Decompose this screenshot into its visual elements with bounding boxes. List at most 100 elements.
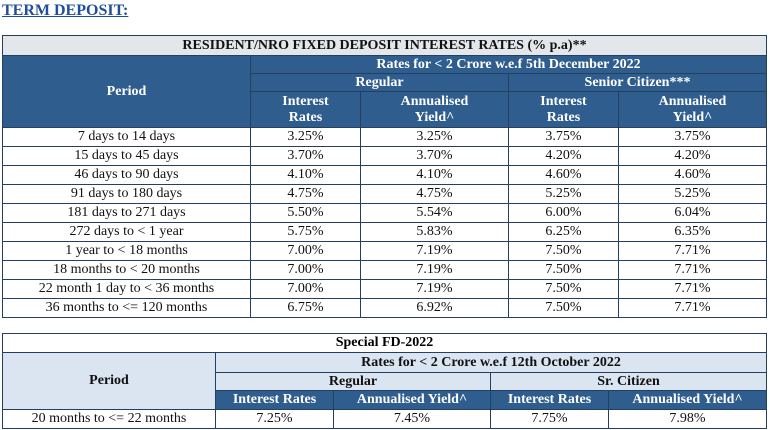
rate-cell: 7.71% bbox=[618, 298, 767, 318]
group-header: Senior Citizen*** bbox=[508, 73, 767, 92]
rate-cell: 4.75% bbox=[250, 184, 361, 204]
data-row: 46 days to 90 days 4.10% 4.10% 4.60% 4.60% bbox=[2, 165, 767, 185]
table-title: RESIDENT/NRO FIXED DEPOSIT INTEREST RATE… bbox=[2, 35, 767, 56]
subheader-cell: Annualised Yield^ bbox=[618, 91, 767, 128]
period-cell: 1 year to < 18 months bbox=[2, 241, 251, 261]
rate-cell: 5.75% bbox=[250, 222, 361, 242]
rate-cell: 5.83% bbox=[360, 222, 509, 242]
subheader-cell: Annualised Yield^ bbox=[607, 390, 768, 410]
period-cell: 22 month 1 day to < 36 months bbox=[2, 279, 251, 299]
rate-cell: 7.19% bbox=[360, 241, 509, 261]
rate-cell: 7.00% bbox=[250, 279, 361, 299]
subheader: Interest Rates bbox=[232, 392, 317, 407]
special-fd-table: Special FD-2022 Period Rates for < 2 Crore… bbox=[1, 333, 768, 429]
subheader-cell: Interest Rates bbox=[250, 91, 361, 128]
subheader-cell: Interest Rates bbox=[490, 390, 609, 410]
data-row: 18 months to < 20 months 7.00% 7.19% 7.50% 7… bbox=[2, 260, 767, 280]
title-row: RESIDENT/NRO FIXED DEPOSIT INTEREST RATE… bbox=[2, 35, 767, 56]
subheader: Annualised Yield^ bbox=[632, 392, 743, 407]
group-header: Regular bbox=[250, 73, 509, 92]
period-cell: 91 days to 180 days bbox=[2, 184, 251, 204]
subheader-cell: Annualised Yield^ bbox=[333, 390, 491, 410]
rate-cell: 7.00% bbox=[250, 260, 361, 280]
rate-cell: 4.60% bbox=[618, 165, 767, 185]
rate-cell: 3.25% bbox=[250, 127, 361, 147]
subheader-cell: Interest Rates bbox=[215, 390, 334, 410]
rate-cell: 7.25% bbox=[215, 409, 334, 429]
data-row: 181 days to 271 days 5.50% 5.54% 6.00% 6.04% bbox=[2, 203, 767, 223]
rate-cell: 6.35% bbox=[618, 222, 767, 242]
data-row: 272 days to < 1 year 5.75% 5.83% 6.25% 6.35% bbox=[2, 222, 767, 242]
period-cell: 20 months to <= 22 months bbox=[2, 409, 216, 429]
period-cell: 46 days to 90 days bbox=[2, 165, 251, 185]
rate-cell: 7.75% bbox=[490, 409, 609, 429]
rate-cell: 3.75% bbox=[508, 127, 619, 147]
rate-cell: 7.45% bbox=[333, 409, 491, 429]
rate-cell: 7.19% bbox=[360, 260, 509, 280]
subheader: Interest Rates bbox=[282, 93, 329, 125]
rate-cell: 6.92% bbox=[360, 298, 509, 318]
rate-cell: 5.25% bbox=[618, 184, 767, 204]
data-row: 22 month 1 day to < 36 months 7.00% 7.19% 7… bbox=[2, 279, 767, 299]
period-header: Period bbox=[2, 352, 216, 410]
rate-cell: 6.00% bbox=[508, 203, 619, 223]
table-title: Special FD-2022 bbox=[1, 333, 768, 353]
title-row: Special FD-2022 bbox=[1, 333, 768, 353]
rate-cell: 4.75% bbox=[360, 184, 509, 204]
rate-cell: 7.50% bbox=[508, 279, 619, 299]
data-row: 7 days to 14 days 3.25% 3.25% 3.75% 3.75% bbox=[2, 127, 767, 147]
group-header: Regular bbox=[215, 372, 491, 391]
rates-row: Period Rates for < 2 Crore w.e.f 5th Dece… bbox=[2, 55, 767, 128]
rate-cell: 4.10% bbox=[250, 165, 361, 185]
subheader-cell: Annualised Yield^ bbox=[360, 91, 509, 128]
subheader: Annualised Yield^ bbox=[356, 392, 468, 407]
data-row: 20 months to <= 22 months 7.25% 7.45% 7.75%… bbox=[2, 409, 768, 429]
rate-cell: 3.70% bbox=[250, 146, 361, 166]
heading: TERM DEPOSIT: bbox=[2, 2, 129, 19]
rate-cell: 4.10% bbox=[360, 165, 509, 185]
subheader: Annualised Yield^ bbox=[658, 93, 727, 125]
subheader: Interest Rates bbox=[540, 93, 587, 125]
rate-cell: 6.25% bbox=[508, 222, 619, 242]
rate-cell: 7.50% bbox=[508, 260, 619, 280]
data-row: 1 year to < 18 months 7.00% 7.19% 7.50% 7.71… bbox=[2, 241, 767, 261]
fd-rates-table: RESIDENT/NRO FIXED DEPOSIT INTEREST RATE… bbox=[2, 35, 767, 318]
rate-cell: 7.71% bbox=[618, 260, 767, 280]
rate-cell: 7.00% bbox=[250, 241, 361, 261]
table-body: Special FD-2022 Period Rates for < 2 Crore… bbox=[1, 333, 768, 429]
subheader: Interest Rates bbox=[507, 392, 592, 407]
data-row: 36 months to <= 120 months 6.75% 6.92% 7.50… bbox=[2, 298, 767, 318]
rate-cell: 7.71% bbox=[618, 241, 767, 261]
rate-cell: 7.50% bbox=[508, 298, 619, 318]
rate-cell: 4.20% bbox=[508, 146, 619, 166]
group-row: Regular Sr. Citizen bbox=[3, 372, 768, 391]
group-header: Sr. Citizen bbox=[489, 372, 768, 391]
rates-header: Rates for < 2 Crore w.e.f 5th December 2… bbox=[250, 55, 767, 74]
rate-cell: 7.19% bbox=[360, 279, 509, 299]
group-row: Regular Senior Citizen*** bbox=[3, 73, 767, 92]
rate-cell: 7.71% bbox=[618, 279, 767, 299]
period-cell: 181 days to 271 days bbox=[2, 203, 251, 223]
rate-cell: 4.60% bbox=[508, 165, 619, 185]
data-row: 15 days to 45 days 3.70% 3.70% 4.20% 4.20% bbox=[2, 146, 767, 166]
rate-cell: 3.25% bbox=[360, 127, 509, 147]
rates-header: Rates for < 2 Crore w.e.f 12th October 2… bbox=[214, 352, 768, 373]
subheader: Annualised Yield^ bbox=[400, 93, 469, 125]
rate-cell: 7.50% bbox=[508, 241, 619, 261]
rate-cell: 5.50% bbox=[250, 203, 361, 223]
period-cell: 15 days to 45 days bbox=[2, 146, 251, 166]
data-row: 91 days to 180 days 4.75% 4.75% 5.25% 5.25% bbox=[2, 184, 767, 204]
subheader-row: Interest Rates Annualised Yield^ Interest … bbox=[3, 91, 767, 128]
rate-cell: 5.54% bbox=[360, 203, 509, 223]
rate-cell: 6.75% bbox=[250, 298, 361, 318]
period-cell: 7 days to 14 days bbox=[2, 127, 251, 147]
rate-cell: 5.25% bbox=[508, 184, 619, 204]
rate-cell: 7.98% bbox=[607, 409, 768, 429]
period-cell: 36 months to <= 120 months bbox=[2, 298, 251, 318]
subheader-cell: Interest Rates bbox=[508, 91, 619, 128]
period-header: Period bbox=[2, 55, 251, 128]
rate-cell: 6.04% bbox=[618, 203, 767, 223]
table-body: RESIDENT/NRO FIXED DEPOSIT INTEREST RATE… bbox=[2, 35, 767, 318]
rates-row: Period Rates for < 2 Crore w.e.f 12th Oct… bbox=[2, 352, 768, 410]
